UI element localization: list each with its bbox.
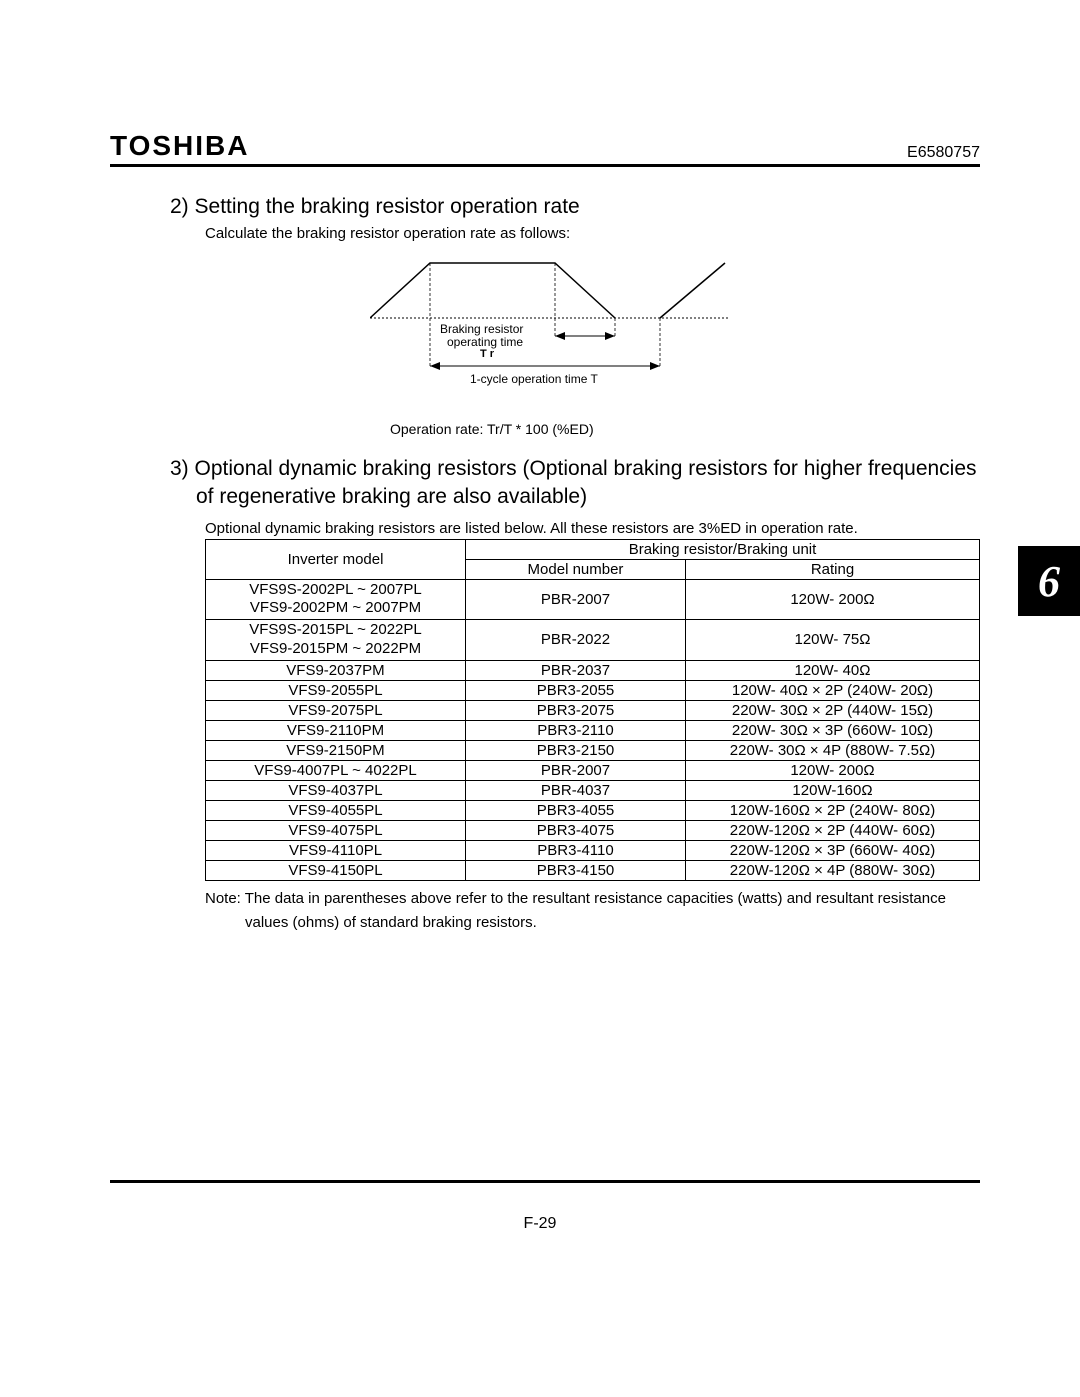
page-header: TOSHIBA E6580757	[110, 130, 980, 167]
diagram-label-cycle: 1-cycle operation time T	[470, 372, 599, 386]
table-row: VFS9-2150PMPBR3-2150220W- 30Ω × 4P (880W…	[206, 740, 980, 760]
col-rating: Rating	[686, 559, 980, 579]
cell-inverter: VFS9-2110PM	[206, 720, 466, 740]
cell-rating: 220W- 30Ω × 3P (660W- 10Ω)	[686, 720, 980, 740]
cell-model: PBR-2022	[466, 620, 686, 661]
section-2-subtitle: Calculate the braking resistor operation…	[205, 225, 980, 242]
cell-rating: 220W-120Ω × 2P (440W- 60Ω)	[686, 820, 980, 840]
cell-rating: 220W-120Ω × 3P (660W- 40Ω)	[686, 840, 980, 860]
table-note: Note: The data in parentheses above refe…	[205, 887, 980, 935]
cell-rating: 120W- 40Ω	[686, 660, 980, 680]
cell-model: PBR-4037	[466, 780, 686, 800]
cell-rating: 220W- 30Ω × 4P (880W- 7.5Ω)	[686, 740, 980, 760]
cell-rating: 220W-120Ω × 4P (880W- 30Ω)	[686, 860, 980, 880]
table-row: VFS9-2110PMPBR3-2110220W- 30Ω × 3P (660W…	[206, 720, 980, 740]
brand-logo: TOSHIBA	[110, 130, 250, 162]
cell-inverter: VFS9-2075PL	[206, 700, 466, 720]
cell-inverter: VFS9-4055PL	[206, 800, 466, 820]
col-inverter: Inverter model	[206, 539, 466, 579]
col-group: Braking resistor/Braking unit	[466, 539, 980, 559]
cell-inverter: VFS9S-2015PL ~ 2022PLVFS9-2015PM ~ 2022P…	[206, 620, 466, 661]
table-row: VFS9-4055PLPBR3-4055120W-160Ω × 2P (240W…	[206, 800, 980, 820]
diagram-label-tr: T r	[480, 348, 495, 360]
cell-inverter: VFS9-2037PM	[206, 660, 466, 680]
cell-model: PBR-2007	[466, 579, 686, 620]
cell-model: PBR3-2055	[466, 680, 686, 700]
cell-model: PBR3-2150	[466, 740, 686, 760]
cell-rating: 120W- 200Ω	[686, 760, 980, 780]
table-row: VFS9-4110PLPBR3-4110220W-120Ω × 3P (660W…	[206, 840, 980, 860]
cell-model: PBR3-4110	[466, 840, 686, 860]
cell-inverter: VFS9-4037PL	[206, 780, 466, 800]
cell-inverter: VFS9-2150PM	[206, 740, 466, 760]
cell-inverter: VFS9-4007PL ~ 4022PL	[206, 760, 466, 780]
cell-model: PBR-2007	[466, 760, 686, 780]
cell-inverter: VFS9-2055PL	[206, 680, 466, 700]
cell-model: PBR3-4055	[466, 800, 686, 820]
table-row: VFS9-4150PLPBR3-4150220W-120Ω × 4P (880W…	[206, 860, 980, 880]
col-model: Model number	[466, 559, 686, 579]
table-row: VFS9-4075PLPBR3-4075220W-120Ω × 2P (440W…	[206, 820, 980, 840]
cell-rating: 120W-160Ω	[686, 780, 980, 800]
section-3-title: 3) Optional dynamic braking resistors (O…	[170, 455, 980, 512]
document-number: E6580757	[907, 144, 980, 162]
cell-model: PBR3-2110	[466, 720, 686, 740]
table-row: VFS9-2075PLPBR3-2075220W- 30Ω × 2P (440W…	[206, 700, 980, 720]
cell-inverter: VFS9-4075PL	[206, 820, 466, 840]
table-row: VFS9S-2002PL ~ 2007PLVFS9-2002PM ~ 2007P…	[206, 579, 980, 620]
timing-diagram: Braking resistor operating time T r 1-cy…	[370, 258, 980, 413]
cell-rating: 120W- 40Ω × 2P (240W- 20Ω)	[686, 680, 980, 700]
page-number: F-29	[0, 1215, 1080, 1233]
table-row: VFS9S-2015PL ~ 2022PLVFS9-2015PM ~ 2022P…	[206, 620, 980, 661]
chapter-tab: 6	[1018, 546, 1080, 616]
page-content: TOSHIBA E6580757 2) Setting the braking …	[110, 130, 980, 935]
operation-rate-formula: Operation rate: Tr/T * 100 (%ED)	[390, 421, 980, 437]
cell-model: PBR-2037	[466, 660, 686, 680]
cell-rating: 120W- 75Ω	[686, 620, 980, 661]
section-2-title: 2) Setting the braking resistor operatio…	[170, 195, 980, 219]
cell-rating: 120W-160Ω × 2P (240W- 80Ω)	[686, 800, 980, 820]
diagram-label-optime: operating time	[447, 335, 523, 349]
table-row: VFS9-4037PLPBR-4037120W-160Ω	[206, 780, 980, 800]
cell-inverter: VFS9-4150PL	[206, 860, 466, 880]
table-row: VFS9-2055PLPBR3-2055120W- 40Ω × 2P (240W…	[206, 680, 980, 700]
cell-inverter: VFS9S-2002PL ~ 2007PLVFS9-2002PM ~ 2007P…	[206, 579, 466, 620]
section-3-subtitle: Optional dynamic braking resistors are l…	[205, 520, 980, 537]
table-row: VFS9-4007PL ~ 4022PLPBR-2007120W- 200Ω	[206, 760, 980, 780]
table-row: VFS9-2037PMPBR-2037120W- 40Ω	[206, 660, 980, 680]
cell-rating: 220W- 30Ω × 2P (440W- 15Ω)	[686, 700, 980, 720]
cell-model: PBR3-4150	[466, 860, 686, 880]
cell-rating: 120W- 200Ω	[686, 579, 980, 620]
footer-rule	[110, 1180, 980, 1183]
resistor-table: Inverter model Braking resistor/Braking …	[205, 539, 980, 881]
cell-model: PBR3-2075	[466, 700, 686, 720]
cell-model: PBR3-4075	[466, 820, 686, 840]
cell-inverter: VFS9-4110PL	[206, 840, 466, 860]
diagram-label-braking: Braking resistor	[440, 322, 523, 336]
